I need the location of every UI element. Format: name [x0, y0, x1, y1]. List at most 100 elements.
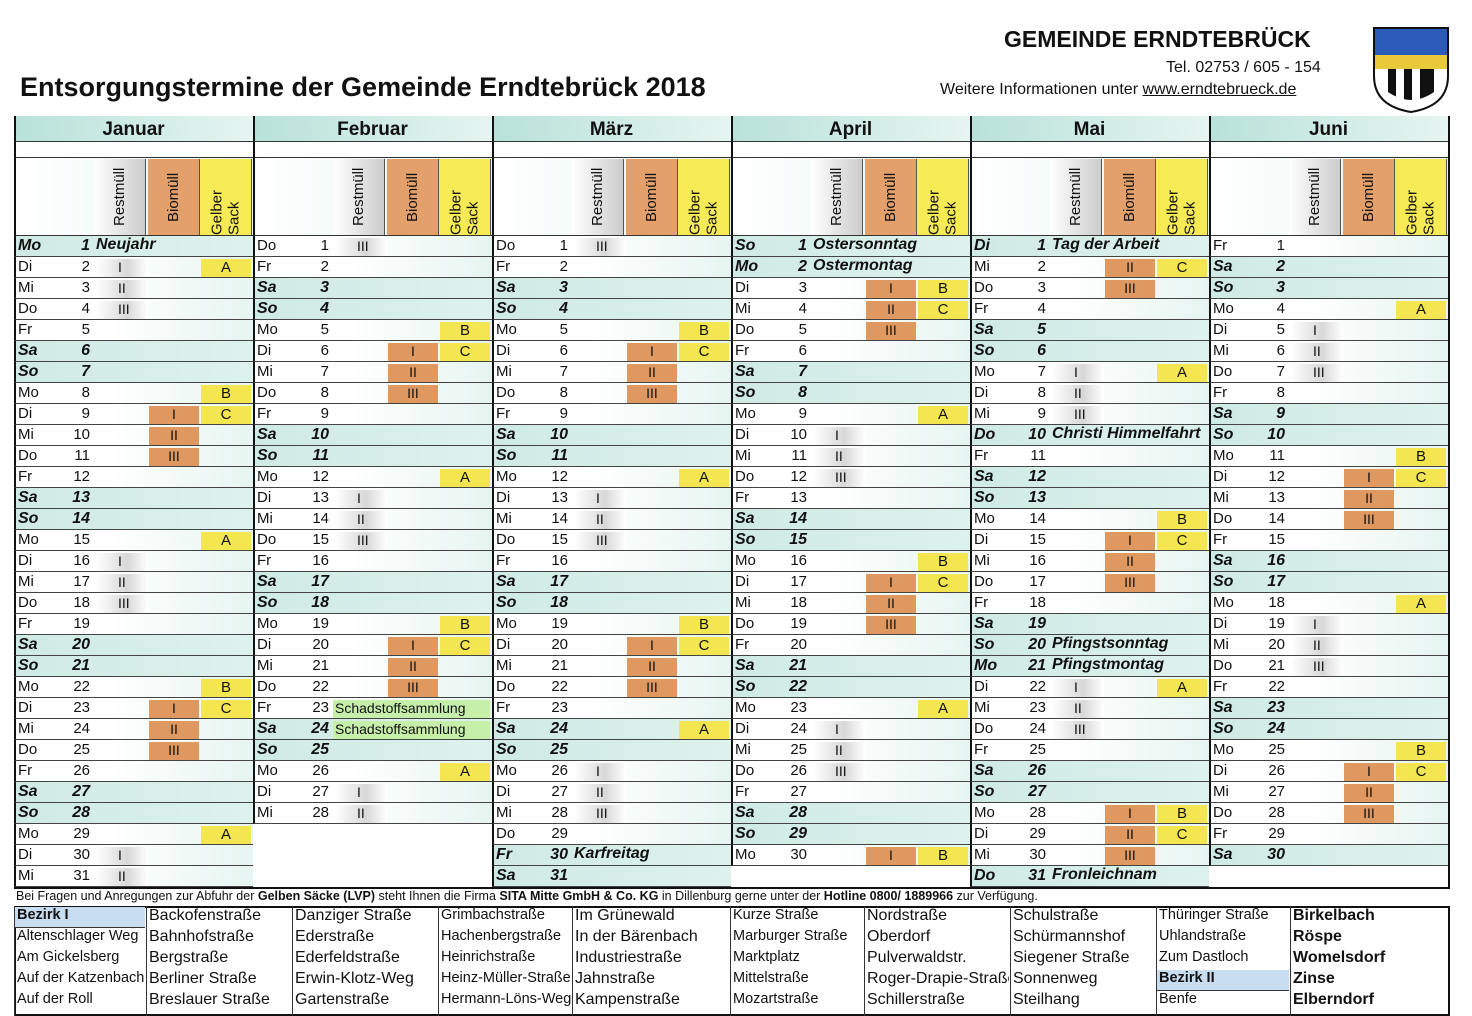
- day-number: 25: [73, 741, 90, 758]
- day-row: [970, 614, 1209, 635]
- biomuell: I: [1344, 763, 1394, 781]
- restmuell: I: [1052, 364, 1104, 382]
- day-number: 16: [790, 552, 807, 569]
- day-number: 21: [1028, 657, 1046, 674]
- column-header: Biomüll: [865, 159, 917, 235]
- municipality: GEMEINDE ERNDTEBRÜCK: [1004, 26, 1311, 52]
- weekday: So: [257, 447, 278, 464]
- day-row: [14, 236, 253, 257]
- biomuell: III: [1344, 805, 1394, 823]
- street: Hachenbergstraße: [441, 928, 562, 944]
- restmuell: II: [1052, 700, 1104, 718]
- restmuell: III: [1291, 658, 1343, 676]
- weekday: Mi: [496, 363, 512, 380]
- day-number: 10: [550, 426, 568, 443]
- weekday: So: [735, 825, 756, 842]
- street: Schürmannshof: [1013, 928, 1126, 945]
- day-number: 8: [1276, 384, 1285, 401]
- day-number: 5: [81, 321, 90, 338]
- day-number: 25: [1029, 741, 1046, 758]
- day-number: 22: [551, 678, 568, 695]
- street: Schulstraße: [1013, 907, 1099, 924]
- weekday: Sa: [496, 720, 516, 737]
- day-number: 16: [1267, 552, 1285, 569]
- day-row: [970, 488, 1209, 509]
- column-header: Restmüll: [1289, 159, 1341, 235]
- weekday: Di: [735, 279, 750, 296]
- biomuell: II: [388, 364, 438, 382]
- street: Zum Dastloch: [1159, 949, 1249, 965]
- gelber-sack: A: [1396, 301, 1446, 319]
- weekday: Mi: [735, 741, 751, 758]
- day-row: [731, 635, 970, 656]
- biomuell: I: [627, 637, 677, 655]
- weekday: Sa: [496, 867, 516, 884]
- day-number: 6: [81, 342, 90, 359]
- month-name: Januar: [102, 119, 165, 140]
- day-row: [14, 782, 253, 803]
- gelber-sack: A: [918, 406, 968, 424]
- day-number: 4: [81, 300, 90, 317]
- street: Kampenstraße: [575, 991, 680, 1008]
- day-number: 19: [1268, 615, 1285, 632]
- day-row: [253, 425, 492, 446]
- weekday: Di: [1213, 468, 1228, 485]
- day-number: 6: [1276, 342, 1285, 359]
- street-column: [1290, 906, 1450, 1016]
- weekday: Di: [974, 531, 989, 548]
- gelber-sack: A: [201, 259, 251, 277]
- info: Weitere Informationen unter: [940, 81, 1143, 98]
- day-number: 19: [790, 615, 807, 632]
- restmuell: III: [813, 763, 865, 781]
- column-header: Biomüll: [387, 159, 439, 235]
- holiday: Pfingstmontag: [1052, 656, 1164, 673]
- day-row: [970, 866, 1209, 887]
- day-row: [14, 320, 253, 341]
- day-number: 12: [1028, 468, 1046, 485]
- weekday: Fr: [496, 846, 512, 863]
- street-column: [730, 906, 864, 1016]
- weekday: Sa: [18, 636, 38, 653]
- weekday: Fr: [496, 699, 511, 716]
- weekday: Sa: [18, 783, 38, 800]
- street-column: [1010, 906, 1156, 1016]
- weekday: Mo: [18, 678, 39, 695]
- weekday: Sa: [974, 762, 994, 779]
- day-row: [1209, 845, 1448, 866]
- weekday: Do: [974, 426, 996, 443]
- day-number: 29: [789, 825, 807, 842]
- day-row: [970, 425, 1209, 446]
- day-row: [1209, 236, 1448, 257]
- day-row: [731, 824, 970, 845]
- street: Benfe: [1159, 991, 1197, 1007]
- weekday: Di: [496, 783, 511, 800]
- weekday: Do: [974, 720, 994, 737]
- day-row: [492, 698, 731, 719]
- day-number: 24: [550, 720, 568, 737]
- gelber-sack: A: [1396, 595, 1446, 613]
- day-row: [1209, 719, 1448, 740]
- weekday: Di: [18, 699, 33, 716]
- day-row: [1209, 446, 1448, 467]
- day-row: [970, 299, 1209, 320]
- day-number: 3: [1276, 279, 1285, 296]
- restmuell: I: [574, 490, 626, 508]
- column-header: Gelber Sack: [1156, 159, 1208, 235]
- gelber-sack: B: [1157, 805, 1207, 823]
- weekday: Mo: [18, 237, 42, 254]
- day-row: [14, 803, 253, 824]
- day-number: 15: [73, 531, 90, 548]
- day-number: 27: [312, 783, 329, 800]
- day-number: 17: [1267, 573, 1285, 590]
- day-number: 22: [312, 678, 329, 695]
- gelber-sack: B: [918, 280, 968, 298]
- day-row: [731, 362, 970, 383]
- day-row: [970, 593, 1209, 614]
- website[interactable]: www.erndtebrueck.de: [1142, 81, 1297, 98]
- day-number: 3: [1037, 279, 1046, 296]
- weekday: Sa: [735, 363, 755, 380]
- day-number: 19: [73, 615, 90, 632]
- day-number: 23: [790, 699, 807, 716]
- gelber-sack: A: [679, 721, 729, 739]
- day-number: 18: [1268, 594, 1285, 611]
